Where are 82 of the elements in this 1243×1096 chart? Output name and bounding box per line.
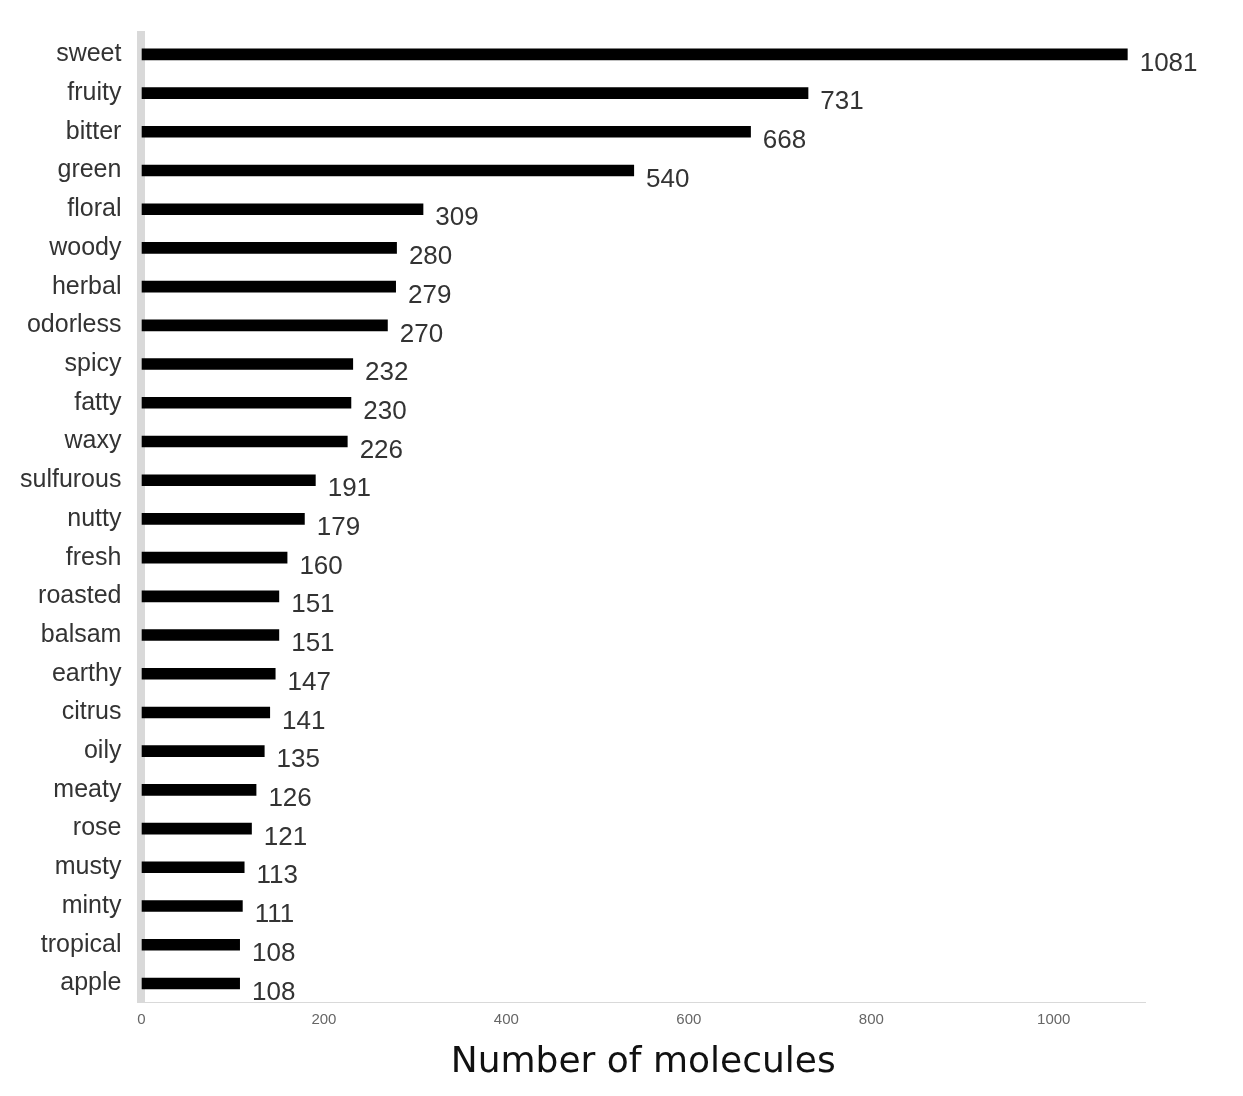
bar bbox=[141, 551, 288, 564]
y-tick-label: green bbox=[57, 154, 122, 183]
bar bbox=[141, 396, 352, 409]
bar bbox=[141, 474, 316, 486]
data-label: 147 bbox=[287, 665, 331, 696]
y-tick-label: meaty bbox=[53, 773, 122, 802]
bar bbox=[141, 822, 252, 835]
data-label: 731 bbox=[820, 85, 864, 116]
data-label: 179 bbox=[316, 511, 361, 542]
y-tick-label: nutty bbox=[67, 502, 122, 531]
y-tick-label: fresh bbox=[65, 541, 122, 570]
y-tick-label: earthy bbox=[51, 657, 122, 686]
bar bbox=[141, 358, 354, 370]
y-tick-label: spicy bbox=[64, 347, 122, 376]
y-tick-label: tropical bbox=[40, 928, 122, 957]
x-tick-label: 200 bbox=[311, 1009, 337, 1027]
bar bbox=[141, 280, 396, 293]
bar bbox=[141, 861, 245, 874]
y-tick-label: oily bbox=[83, 735, 122, 764]
y-tick-label: roasted bbox=[38, 580, 122, 609]
data-label: 126 bbox=[268, 782, 312, 813]
data-label: 121 bbox=[263, 820, 308, 851]
data-label: 108 bbox=[251, 936, 296, 967]
data-label: 280 bbox=[408, 240, 453, 271]
data-label: 151 bbox=[291, 588, 335, 619]
bar bbox=[141, 629, 280, 641]
bar bbox=[141, 48, 1128, 61]
data-label: 309 bbox=[435, 201, 479, 232]
bar bbox=[141, 203, 424, 216]
y-tick-label: minty bbox=[61, 889, 122, 918]
data-label: 1081 bbox=[1139, 46, 1198, 77]
y-tick-label: balsam bbox=[40, 618, 122, 647]
data-label: 668 bbox=[762, 123, 807, 154]
y-tick-label: fruity bbox=[67, 76, 122, 105]
data-label: 141 bbox=[282, 704, 326, 735]
y-tick-label: apple bbox=[60, 967, 122, 996]
bar bbox=[141, 319, 388, 332]
data-label: 540 bbox=[646, 162, 690, 193]
y-tick-label: sweet bbox=[56, 38, 122, 67]
x-tick-label: 1000 bbox=[1037, 1009, 1071, 1027]
bar bbox=[141, 900, 243, 912]
bar bbox=[141, 784, 257, 796]
y-tick-label: floral bbox=[67, 193, 122, 222]
y-tick-label: sulfurous bbox=[19, 464, 122, 493]
data-label: 113 bbox=[256, 859, 298, 890]
bar bbox=[141, 435, 348, 448]
data-label: 135 bbox=[276, 743, 320, 774]
x-tick-label: 800 bbox=[858, 1009, 884, 1027]
bar bbox=[141, 125, 751, 138]
data-label: 270 bbox=[399, 317, 444, 348]
y-tick-label: musty bbox=[54, 851, 122, 880]
data-label: 230 bbox=[363, 394, 407, 425]
y-tick-label: citrus bbox=[61, 696, 122, 725]
y-tick-label: rose bbox=[72, 812, 122, 841]
bar bbox=[141, 667, 276, 680]
data-label: 191 bbox=[327, 472, 372, 503]
x-axis-title: Number of molecules bbox=[450, 1038, 836, 1080]
bar bbox=[141, 513, 305, 525]
y-tick-label: waxy bbox=[63, 425, 122, 454]
data-label: 160 bbox=[299, 549, 343, 580]
data-label: 108 bbox=[251, 975, 296, 1006]
y-tick-label: herbal bbox=[51, 270, 122, 299]
data-label: 226 bbox=[359, 433, 404, 464]
bar bbox=[141, 242, 397, 254]
data-label: 151 bbox=[291, 627, 335, 658]
x-tick-label: 0 bbox=[137, 1009, 146, 1027]
data-label: 279 bbox=[407, 278, 452, 309]
bar bbox=[141, 745, 265, 757]
y-tick-label: woody bbox=[48, 231, 122, 260]
bar bbox=[141, 164, 635, 177]
bar bbox=[141, 590, 280, 603]
y-tick-label: odorless bbox=[26, 309, 122, 338]
data-label: 232 bbox=[365, 356, 409, 387]
y-tick-label: fatty bbox=[74, 386, 122, 415]
x-tick-label: 400 bbox=[493, 1009, 519, 1027]
y-tick-label: bitter bbox=[65, 115, 122, 144]
bar bbox=[141, 87, 809, 99]
x-tick-label: 600 bbox=[676, 1009, 702, 1027]
data-label: 111 bbox=[254, 898, 295, 929]
bar bbox=[141, 706, 271, 719]
bar bbox=[141, 977, 240, 990]
bar bbox=[141, 938, 240, 951]
